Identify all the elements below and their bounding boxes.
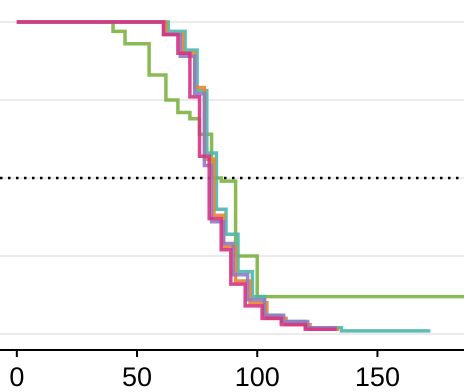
x-tick-label: 50 xyxy=(122,362,152,392)
x-tick-label: 100 xyxy=(235,362,280,392)
x-tick-label: 0 xyxy=(9,362,24,392)
series-line-5 xyxy=(16,20,337,332)
series-line-4 xyxy=(16,20,337,330)
series-line-2 xyxy=(16,20,431,333)
series-lines xyxy=(16,20,464,333)
series-line-3 xyxy=(16,20,339,332)
x-axis: 0 50 100 150 xyxy=(0,349,464,392)
series-line-1 xyxy=(16,20,464,299)
x-tick-label: 150 xyxy=(355,362,400,392)
